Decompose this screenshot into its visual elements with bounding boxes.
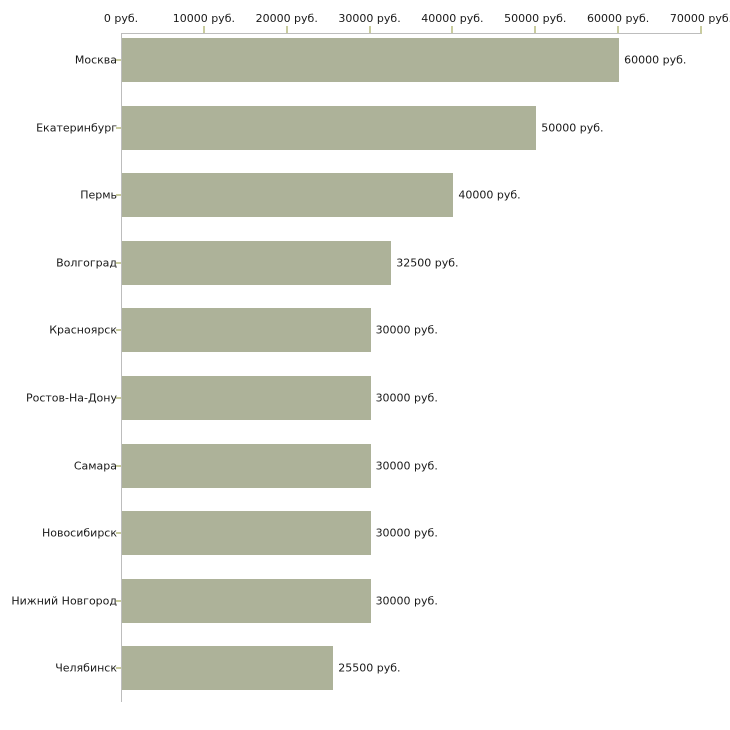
x-tick-mark	[700, 26, 702, 34]
y-tick-mark	[116, 194, 121, 197]
y-axis-line	[121, 33, 122, 702]
x-tick-label: 10000 руб.	[172, 12, 235, 25]
bar	[122, 308, 371, 353]
value-label: 25500 руб.	[338, 661, 401, 675]
bar	[122, 376, 371, 420]
category-label: Ростов-На-Дону	[25, 391, 117, 405]
x-tick-label: 30000 руб.	[338, 12, 401, 25]
y-tick-mark	[116, 126, 121, 129]
category-label: Волгоград	[56, 256, 117, 270]
category-label: Новосибирск	[41, 526, 117, 540]
category-label: Челябинск	[55, 661, 117, 675]
category-label: Самара	[73, 459, 117, 473]
value-label: 50000 руб.	[541, 121, 604, 135]
x-tick-mark	[368, 26, 371, 34]
y-tick-mark	[116, 261, 121, 264]
x-tick-mark	[534, 26, 537, 34]
bar	[122, 443, 371, 488]
x-tick-mark	[451, 26, 454, 34]
category-label: Москва	[74, 53, 117, 67]
bar	[122, 578, 371, 623]
x-tick-label: 0 руб.	[103, 12, 139, 25]
x-tick-mark	[202, 26, 205, 34]
y-tick-mark	[116, 397, 121, 399]
x-tick-label: 70000 руб.	[669, 12, 730, 25]
x-tick-label: 20000 руб.	[255, 12, 318, 25]
category-label: Нижний Новгород	[11, 594, 117, 608]
value-label: 60000 руб.	[624, 53, 687, 67]
value-label: 30000 руб.	[375, 323, 438, 337]
category-label: Екатеринбург	[36, 121, 117, 135]
value-label: 30000 руб.	[375, 391, 438, 405]
value-label: 30000 руб.	[375, 526, 438, 540]
y-tick-mark	[116, 667, 121, 670]
y-tick-mark	[116, 599, 121, 602]
y-tick-mark	[116, 464, 121, 467]
value-label: 32500 руб.	[396, 256, 459, 270]
x-tick-label: 50000 руб.	[504, 12, 567, 25]
x-tick-label: 60000 руб.	[587, 12, 650, 25]
x-tick-mark	[285, 26, 288, 34]
bar	[122, 646, 334, 691]
x-axis-line	[121, 33, 701, 34]
y-tick-mark	[116, 329, 121, 332]
category-label: Красноярск	[49, 323, 117, 337]
bar	[122, 173, 454, 218]
value-label: 40000 руб.	[458, 188, 521, 202]
y-tick-mark	[116, 532, 121, 535]
bar	[122, 105, 537, 150]
bar	[122, 511, 371, 556]
bar	[122, 38, 620, 82]
x-tick-label: 40000 руб.	[421, 12, 484, 25]
category-label: Пермь	[80, 188, 117, 202]
value-label: 30000 руб.	[375, 594, 438, 608]
x-tick-mark	[617, 26, 620, 34]
y-tick-mark	[116, 59, 121, 61]
value-label: 30000 руб.	[375, 459, 438, 473]
bar	[122, 240, 392, 285]
